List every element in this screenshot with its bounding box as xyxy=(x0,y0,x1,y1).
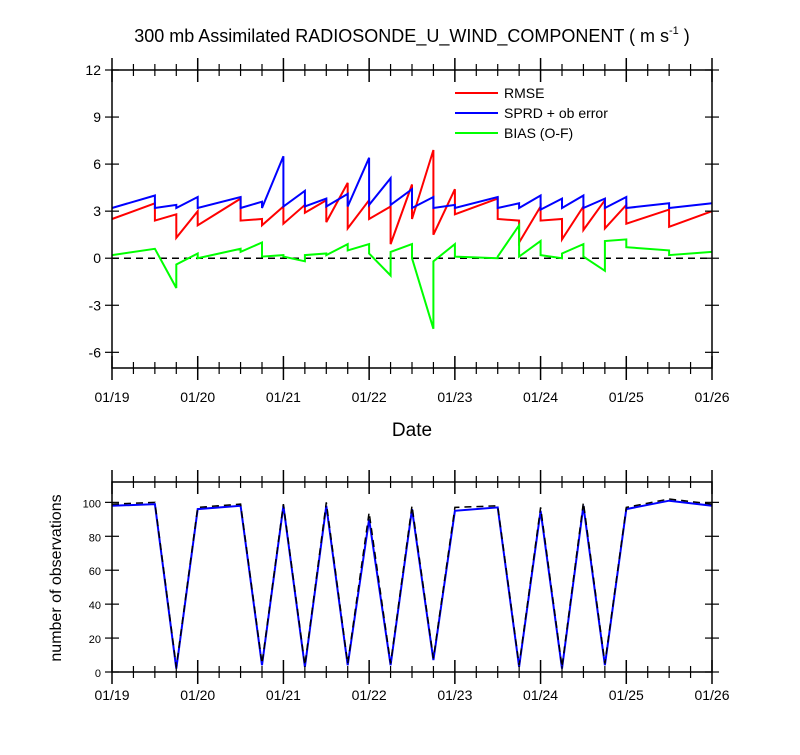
y-tick-label: 0 xyxy=(95,668,101,680)
x-tick-label: 01/23 xyxy=(437,389,472,405)
y-tick-label: 3 xyxy=(93,203,101,219)
x-tick-label: 01/21 xyxy=(266,389,301,405)
series-line-possible xyxy=(111,498,713,667)
chart-title-end: ) xyxy=(679,26,690,46)
y-tick-label: 20 xyxy=(89,634,101,646)
series-line-sprd-ob-error xyxy=(111,155,713,212)
y-tick-label: 6 xyxy=(93,156,101,172)
y-tick-label: 0 xyxy=(93,250,101,266)
y-tick-label: 80 xyxy=(89,532,101,544)
x-tick-label: 01/26 xyxy=(694,389,729,405)
y-tick-label: -6 xyxy=(89,344,102,360)
x-tick-label: 01/19 xyxy=(94,389,129,405)
x-tick-label: 01/24 xyxy=(523,389,558,405)
x-tick-label: 01/22 xyxy=(352,687,387,703)
x-tick-label: 01/22 xyxy=(352,389,387,405)
legend-label-rmse: RMSE xyxy=(504,85,544,101)
top-chart: 12 9 6 3 0 -3 -6 01/19 01/20 01/21 01/22 01/23 01/24… xyxy=(85,58,730,405)
chart-title-sup: -1 xyxy=(669,25,679,37)
x-tick-label: 01/25 xyxy=(609,389,644,405)
x-tick-label: 01/26 xyxy=(694,687,729,703)
series-line-rmse xyxy=(111,149,713,247)
x-axis-label: Date xyxy=(392,420,432,441)
y-tick-label: 9 xyxy=(93,109,101,125)
series-line-bias-o-f xyxy=(111,222,713,330)
x-tick-label: 01/19 xyxy=(94,687,129,703)
series-line-assimilated xyxy=(111,499,713,669)
chart-title-main: 300 mb Assimilated RADIOSONDE_U_WIND_COM… xyxy=(134,26,669,47)
y-tick-label: 100 xyxy=(83,498,101,510)
bottom-chart: 100 80 60 40 20 0 01/19 01/20 01/21 01/22 01/23 01/… xyxy=(83,470,730,703)
y-tick-label: 12 xyxy=(85,62,101,78)
x-tick-label: 01/20 xyxy=(180,687,215,703)
y-tick-label: -3 xyxy=(89,297,102,313)
x-tick-label: 01/23 xyxy=(437,687,472,703)
y-tick-label: 60 xyxy=(89,566,101,578)
legend-label-sprd-ob-error: SPRD + ob error xyxy=(504,105,608,121)
legend-label-bias-o-f: BIAS (O-F) xyxy=(504,125,573,141)
y-tick-label: 40 xyxy=(89,600,101,612)
x-tick-label: 01/25 xyxy=(609,687,644,703)
x-tick-label: 01/21 xyxy=(266,687,301,703)
x-tick-label: 01/20 xyxy=(180,389,215,405)
x-tick-label: 01/24 xyxy=(523,687,558,703)
chart-title: 300 mb Assimilated RADIOSONDE_U_WIND_COM… xyxy=(134,25,690,47)
y-axis-label-observations: number of observations xyxy=(48,494,65,661)
